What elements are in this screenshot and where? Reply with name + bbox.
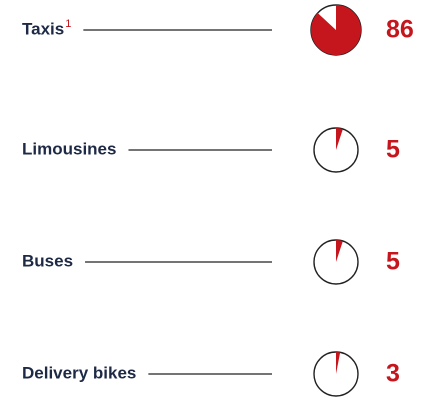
category-label: Taxis (22, 19, 64, 38)
value-label: 3 (386, 360, 400, 388)
value-label: 86 (386, 16, 414, 44)
value-label: 5 (386, 248, 400, 276)
pie-wedge (336, 128, 343, 150)
pie-wedge (336, 240, 343, 262)
category-label: Delivery bikes (22, 363, 136, 382)
footnote-marker: 1 (65, 18, 71, 30)
pie-wedge (310, 5, 361, 55)
category-label: Buses (22, 251, 73, 270)
value-label: 5 (386, 136, 400, 164)
category-label: Limousines (22, 139, 116, 158)
pie-wedge (336, 352, 341, 374)
